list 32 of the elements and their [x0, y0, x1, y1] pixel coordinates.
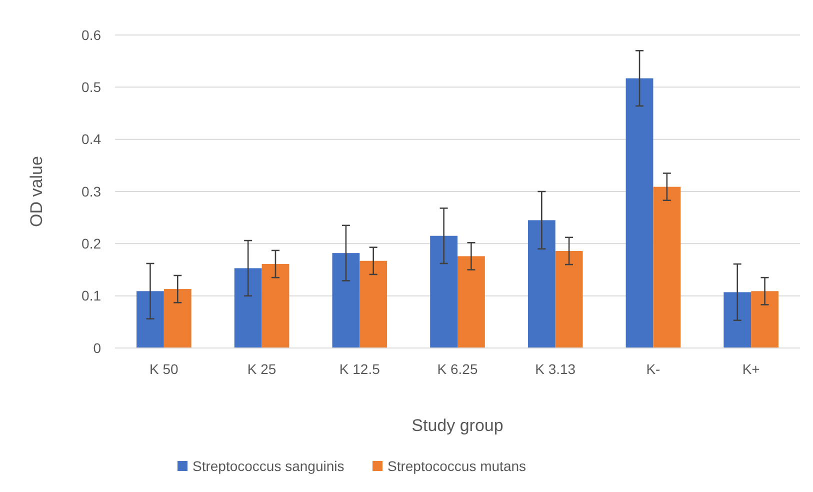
bar — [626, 78, 654, 348]
y-tick-label: 0.1 — [82, 288, 102, 304]
x-tick-label: K+ — [742, 361, 760, 377]
x-tick-label: K- — [646, 361, 661, 377]
y-tick-label: 0.4 — [82, 131, 102, 148]
bar — [555, 250, 583, 348]
bar — [234, 268, 262, 348]
y-tick-label: 0.5 — [82, 79, 102, 96]
x-tick-label: K 25 — [247, 361, 276, 377]
bar — [528, 220, 556, 348]
y-tick-label: 0.2 — [82, 236, 102, 252]
y-tick-label: 0.6 — [82, 26, 102, 43]
x-tick-label: K 6.25 — [437, 361, 478, 377]
x-tick-label: K 50 — [150, 361, 179, 377]
bar — [724, 292, 752, 348]
bar — [751, 291, 778, 348]
legend-label: Streptococcus sanguinis — [192, 458, 344, 474]
bar — [653, 186, 681, 348]
bar — [458, 256, 485, 348]
bar — [360, 260, 388, 348]
bar — [262, 264, 290, 348]
bar — [164, 289, 192, 348]
bar — [136, 291, 164, 348]
y-tick-label: 0.3 — [82, 183, 102, 200]
bar — [430, 236, 458, 348]
legend-label: Streptococcus mutans — [388, 458, 526, 474]
x-tick-label: K 12.5 — [339, 361, 380, 377]
x-axis-title: Study group — [412, 416, 504, 435]
y-tick-label: 0 — [93, 340, 102, 356]
x-tick-label: K 3.13 — [535, 361, 576, 377]
y-axis-title: OD value — [27, 156, 46, 227]
bar — [332, 253, 360, 348]
